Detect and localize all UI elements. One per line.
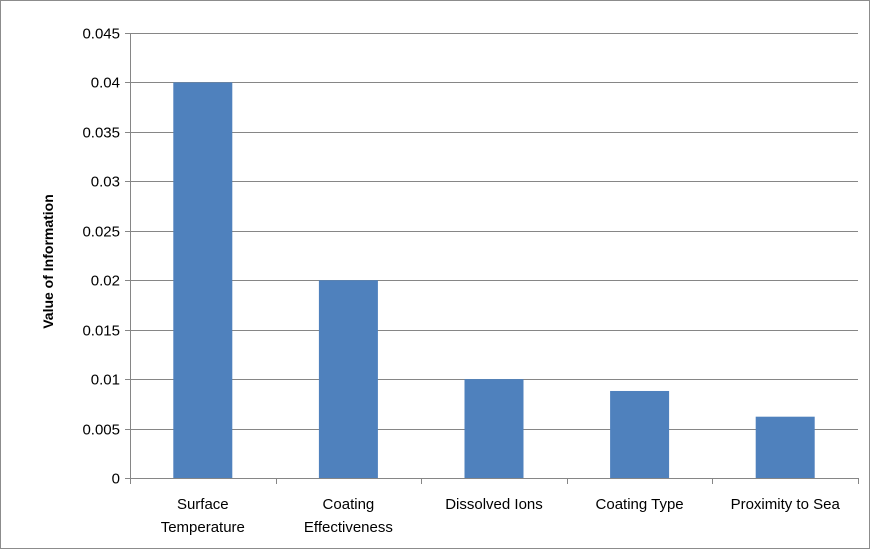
bar — [318, 280, 378, 478]
y-tick-label: 0.025 — [82, 224, 120, 241]
bar — [464, 379, 524, 478]
bar — [610, 390, 670, 478]
y-axis-title: Value of Information — [40, 194, 56, 329]
y-tick-label: 0.015 — [82, 323, 120, 340]
tick-labels: 0 0.005 0.01 0.015 0.02 0.025 0.03 0.035 0.04 0.0… — [82, 26, 840, 537]
y-tick-label: 0.04 — [91, 75, 120, 92]
y-tick-label: 0.035 — [82, 125, 120, 142]
x-category-label: Surface Temperature — [161, 496, 245, 536]
bar — [173, 82, 233, 478]
y-tick-label: 0.02 — [91, 273, 120, 290]
bars — [173, 82, 815, 478]
x-category-label: Dissolved Ions — [445, 496, 543, 513]
y-tick-label: 0.045 — [82, 26, 120, 43]
x-category-label: Coating Effectiveness — [304, 496, 393, 536]
x-category-label: Coating Type — [596, 496, 684, 513]
x-category-label: Proximity to Sea — [731, 496, 841, 513]
bar — [755, 416, 815, 478]
y-tick-label: 0.005 — [82, 422, 120, 439]
y-tick-label: 0.03 — [91, 174, 120, 191]
y-tick-label: 0 — [112, 471, 120, 488]
y-tick-label: 0.01 — [91, 372, 120, 389]
gridlines — [130, 33, 858, 430]
axes — [125, 33, 859, 484]
